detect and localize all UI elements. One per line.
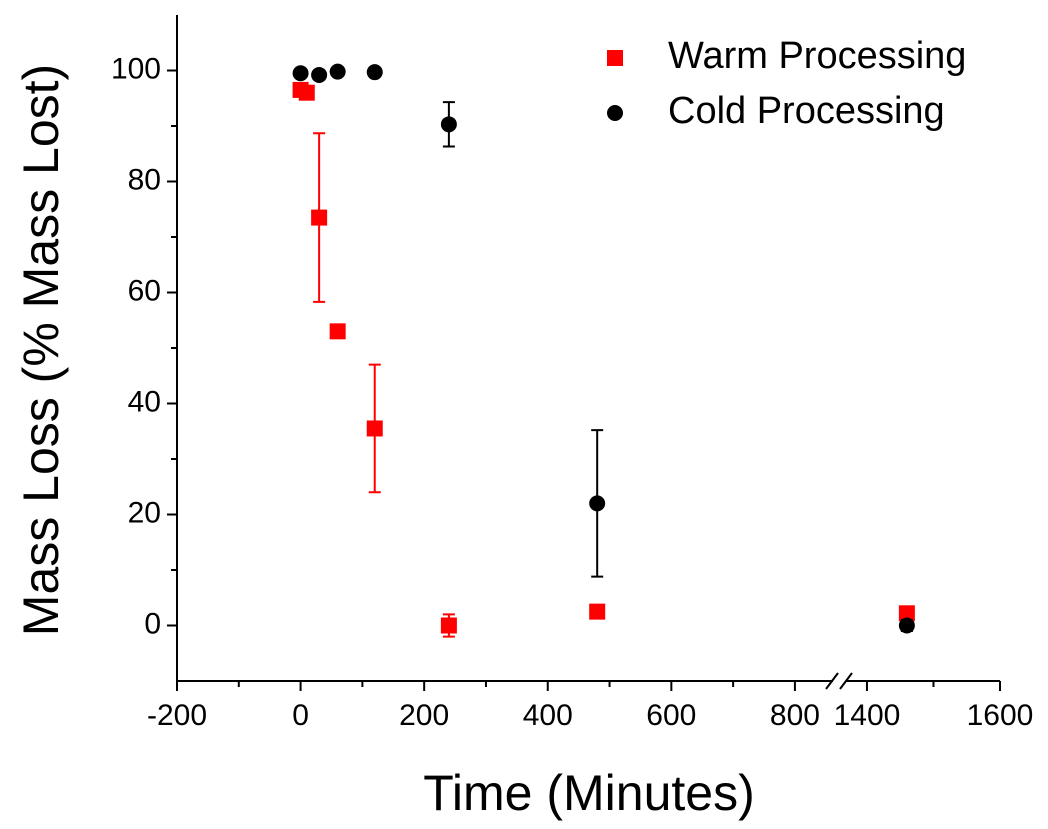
marker [440, 617, 457, 634]
marker [329, 323, 346, 340]
y-tick-label: 20 [128, 496, 161, 529]
legend-marker [607, 50, 623, 66]
marker [311, 209, 328, 226]
y-tick-label: 40 [128, 385, 161, 418]
y-tick-label: 80 [128, 163, 161, 196]
y-axis-label: Mass Loss (% Mass Lost) [13, 64, 69, 636]
x-tick-label: 600 [646, 699, 696, 732]
x-tick-label: 0 [292, 699, 309, 732]
marker [329, 63, 346, 80]
marker [298, 84, 315, 101]
marker [898, 617, 915, 634]
marker [589, 495, 606, 512]
y-tick-label: 100 [111, 52, 161, 85]
marker [440, 116, 457, 133]
marker [366, 64, 383, 81]
marker [292, 65, 309, 82]
x-tick-label: 200 [399, 699, 449, 732]
marker [366, 420, 383, 437]
legend-label: Cold Processing [668, 90, 945, 132]
axis-break-mark [825, 672, 839, 690]
x-tick-label: 1400 [834, 699, 901, 732]
x-tick-label: 1600 [967, 699, 1034, 732]
marker [898, 605, 915, 622]
x-axis-label: Time (Minutes) [423, 765, 755, 821]
legend-label: Warm Processing [668, 35, 966, 77]
legend-marker [607, 105, 623, 121]
x-tick-label: 800 [770, 699, 820, 732]
axis-break-gap [833, 677, 846, 685]
axis-break-mark [839, 672, 853, 690]
marker [589, 603, 606, 620]
y-tick-label: 0 [144, 607, 161, 640]
x-tick-label: 400 [523, 699, 573, 732]
marker [311, 66, 328, 83]
x-tick-label: -200 [147, 699, 207, 732]
y-tick-label: 60 [128, 274, 161, 307]
